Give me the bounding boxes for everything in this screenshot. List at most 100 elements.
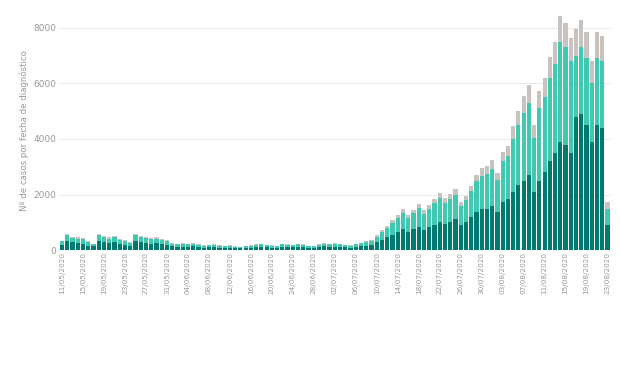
Bar [417,204,421,208]
Bar [322,244,326,246]
Bar [569,153,573,250]
Bar [223,248,227,250]
Bar [606,202,609,209]
Bar [516,125,520,185]
Bar [396,232,400,250]
Bar [542,78,547,97]
Bar [553,64,557,153]
Bar [180,247,185,250]
Bar [427,227,432,250]
Bar [443,224,447,250]
Bar [553,42,557,64]
Bar [202,245,206,248]
Bar [438,222,442,250]
Bar [128,242,132,243]
Bar [590,84,594,142]
Bar [149,239,153,244]
Bar [511,192,515,250]
Bar [81,244,85,250]
Bar [469,191,473,217]
Bar [244,246,248,248]
Bar [91,246,95,250]
Bar [139,236,143,237]
Bar [579,20,583,47]
Bar [301,245,306,247]
Bar [223,245,227,246]
Bar [585,125,588,250]
Bar [191,246,195,250]
Bar [139,237,143,242]
Bar [448,222,453,250]
Bar [432,203,436,224]
Bar [600,61,604,128]
Bar [65,241,69,250]
Bar [585,32,588,58]
Bar [564,23,568,47]
Bar [506,199,510,250]
Bar [569,38,573,61]
Bar [495,173,500,180]
Bar [212,247,216,250]
Bar [112,237,117,243]
Bar [385,226,389,228]
Bar [139,242,143,250]
Bar [479,209,484,250]
Bar [485,209,489,250]
Bar [244,248,248,250]
Bar [254,244,258,245]
Bar [159,239,164,240]
Bar [123,245,127,250]
Bar [485,174,489,209]
Bar [285,244,290,245]
Bar [217,245,221,248]
Bar [186,244,190,247]
Bar [353,244,358,247]
Bar [359,243,363,246]
Bar [553,153,557,250]
Bar [500,152,505,161]
Bar [396,215,400,218]
Bar [322,243,326,244]
Bar [516,111,520,125]
Bar [364,241,368,242]
Bar [406,215,410,218]
Bar [547,78,552,161]
Bar [170,243,174,244]
Bar [370,245,374,250]
Bar [453,195,458,219]
Bar [244,245,248,246]
Bar [464,222,468,250]
Bar [521,96,526,113]
Bar [170,246,174,250]
Bar [165,245,169,250]
Bar [107,237,112,238]
Bar [259,247,264,250]
Bar [317,245,321,247]
Bar [180,244,185,247]
Bar [207,247,211,250]
Bar [564,47,568,145]
Bar [233,248,237,250]
Bar [165,240,169,241]
Bar [270,246,274,248]
Bar [228,246,232,248]
Bar [280,244,285,247]
Bar [128,243,132,246]
Bar [495,180,500,212]
Bar [600,128,604,250]
Bar [107,238,112,243]
Bar [128,246,132,250]
Bar [427,209,432,227]
Bar [391,235,394,250]
Bar [417,227,421,250]
Bar [175,247,180,250]
Bar [538,181,541,250]
Bar [86,245,91,250]
Bar [154,237,159,238]
Bar [97,234,101,236]
Bar [265,245,268,247]
Bar [527,85,531,103]
Bar [333,244,337,247]
Bar [102,236,106,237]
Bar [500,202,505,250]
